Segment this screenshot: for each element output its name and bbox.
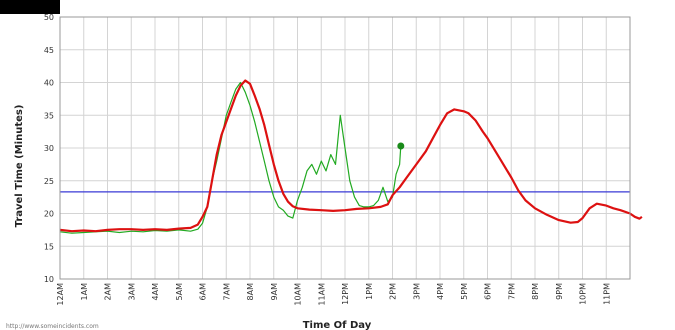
y-tick-label: 45: [44, 46, 54, 55]
series-line-red: [59, 79, 643, 233]
series-line-green: [59, 81, 402, 234]
x-tick-label: 5PM: [460, 283, 469, 300]
watermark-text: http://www.someincidents.com: [6, 323, 99, 330]
x-tick-label: 12AM: [56, 283, 65, 306]
y-tick-label: 30: [44, 144, 54, 153]
x-tick-label: 6AM: [199, 283, 208, 301]
y-tick-label: 20: [44, 210, 54, 219]
x-tick-label: 8AM: [246, 283, 255, 301]
x-axis-title: Time Of Day: [303, 320, 372, 330]
y-axis-title: Travel Time (Minutes): [14, 105, 25, 228]
y-axis-ticks: 10 15 20 25 30 35 40 45 50: [44, 13, 54, 284]
x-tick-label: 9AM: [270, 283, 279, 301]
grid: [59, 16, 630, 280]
y-tick-label: 35: [44, 111, 54, 120]
marker-group: [397, 142, 405, 150]
corner-tab: [0, 0, 60, 14]
x-tick-label: 3PM: [412, 283, 421, 300]
x-tick-label: 7PM: [507, 283, 516, 300]
y-tick-label: 50: [44, 13, 54, 22]
x-tick-label: 6PM: [484, 283, 493, 300]
x-axis-ticks: 12AM 1AM 2AM 3AM 4AM 5AM 6AM 7AM 8AM 9AM 10AM 11AM 1…: [56, 283, 611, 306]
x-tick-label: 7AM: [222, 283, 231, 301]
y-tick-label: 25: [44, 177, 54, 186]
x-tick-label: 1AM: [80, 283, 89, 301]
x-tick-label: 11AM: [317, 283, 326, 306]
x-tick-label: 8PM: [531, 283, 540, 300]
series-group: [59, 79, 643, 234]
x-tick-label: 10PM: [579, 283, 588, 305]
x-tick-label: 2AM: [104, 283, 113, 301]
x-tick-label: 4AM: [151, 283, 160, 301]
x-tick-label: 9PM: [555, 283, 564, 300]
current-point-marker: [397, 142, 405, 150]
x-tick-label: 2PM: [389, 283, 398, 300]
x-tick-label: 5AM: [175, 283, 184, 301]
x-tick-label: 11PM: [602, 283, 611, 305]
x-tick-label: 12PM: [341, 283, 350, 305]
x-tick-label: 10AM: [294, 283, 303, 306]
plot-frame: [59, 16, 631, 280]
y-tick-label: 15: [44, 242, 54, 251]
y-tick-label: 10: [44, 275, 54, 284]
y-tick-label: 40: [44, 79, 54, 88]
x-tick-label: 4PM: [436, 283, 445, 300]
x-tick-label: 1PM: [365, 283, 374, 300]
x-tick-label: 3AM: [127, 283, 136, 301]
